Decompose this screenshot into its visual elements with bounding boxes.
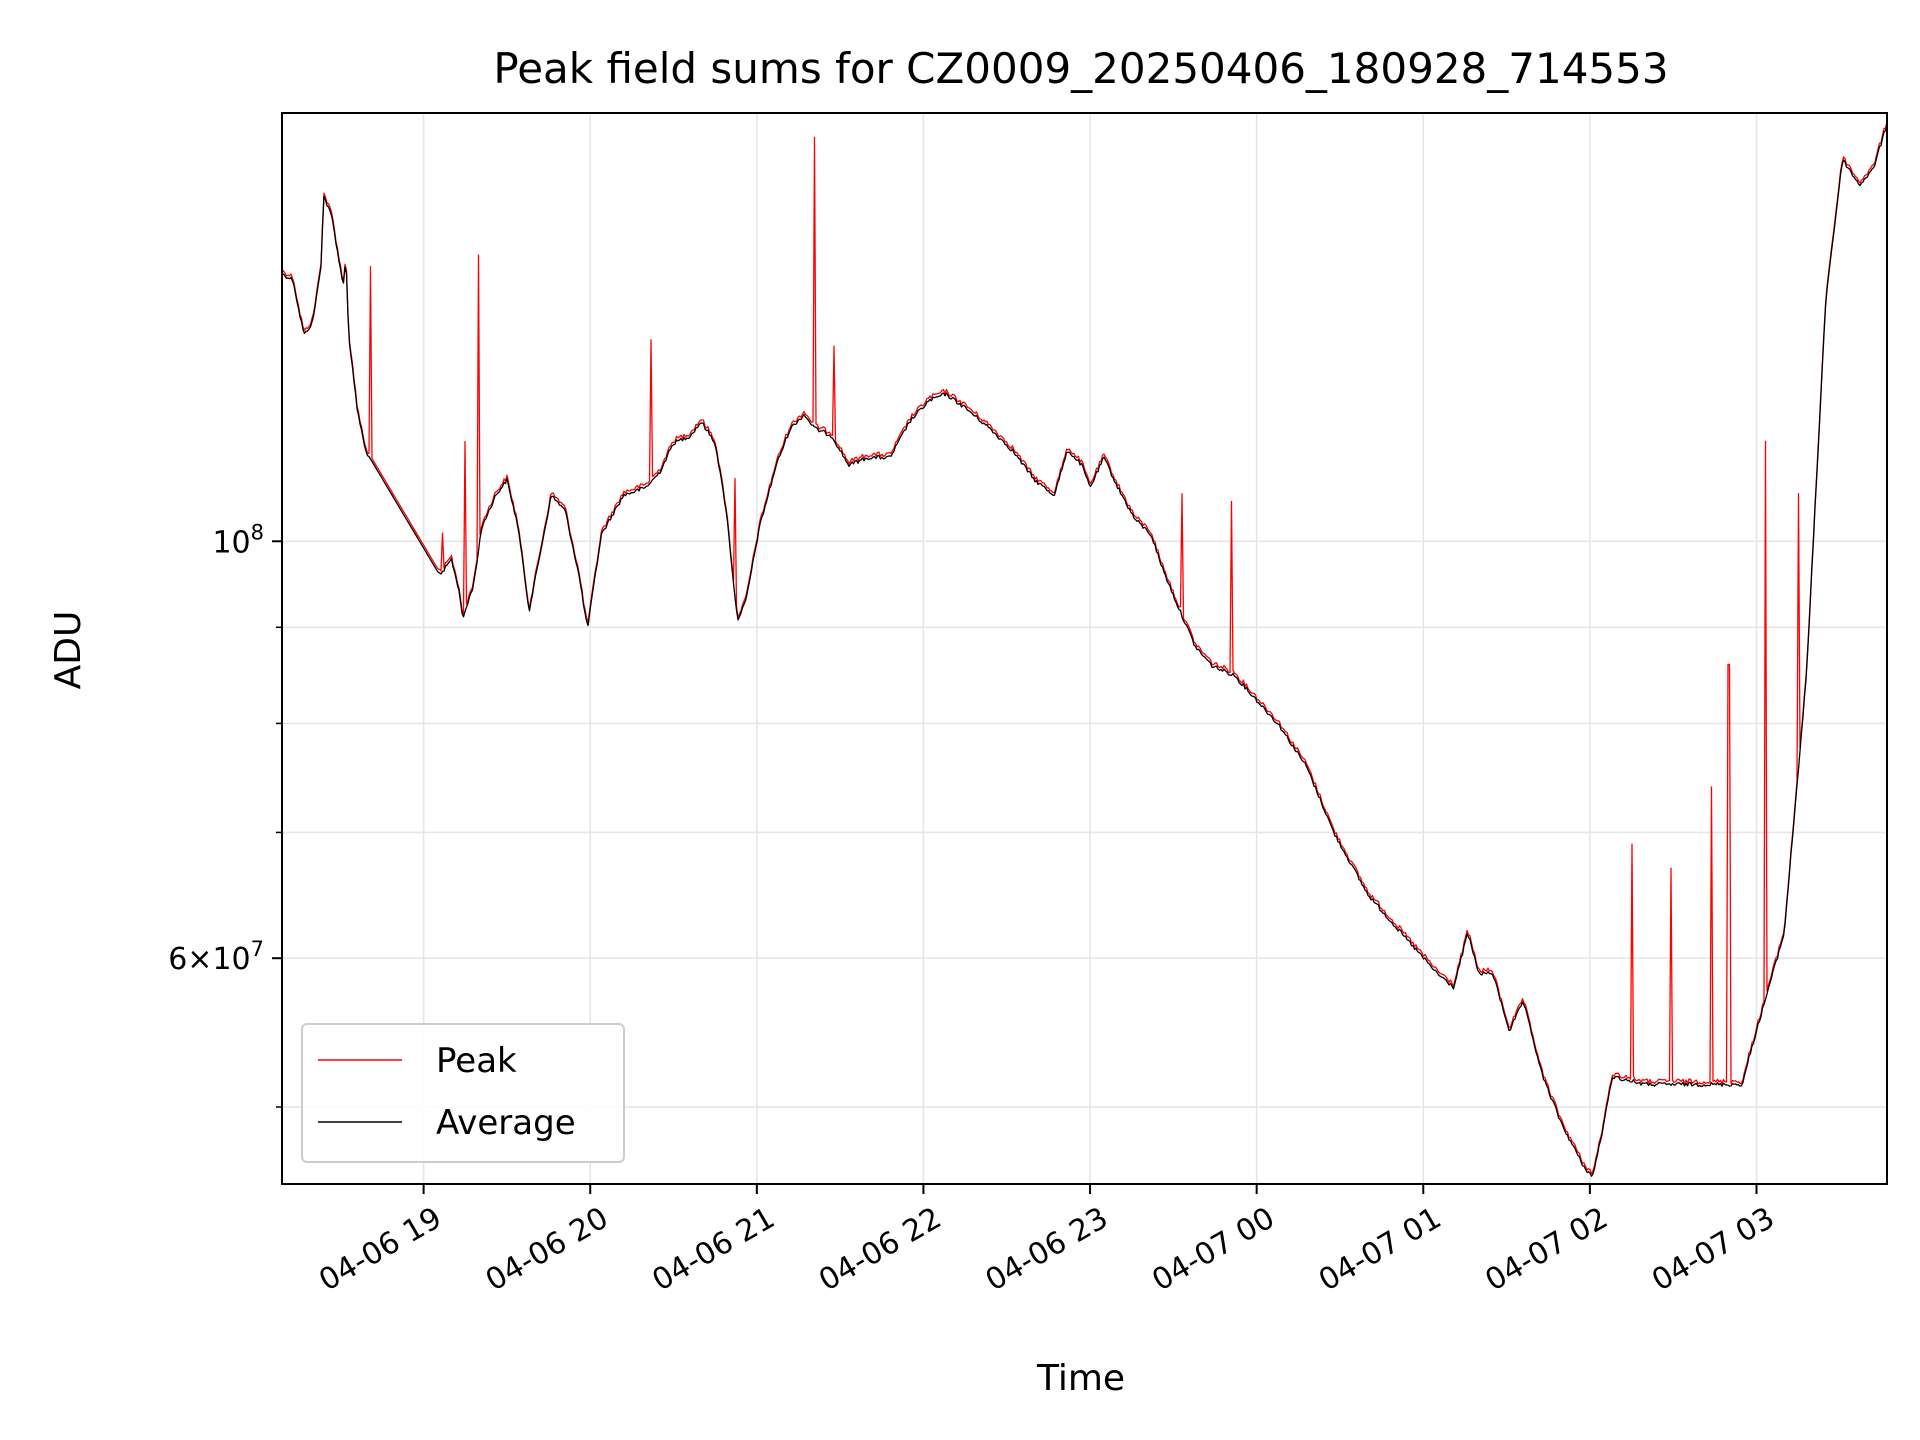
axes-frame <box>281 112 1888 1185</box>
y-tick-label: 108 <box>212 520 264 560</box>
x-axis-label: Time <box>1036 1358 1125 1399</box>
legend-box <box>301 1023 625 1163</box>
chart-title: Peak field sums for CZ0009_20250406_1809… <box>493 44 1668 93</box>
y-tick-label: 6×107 <box>168 937 264 977</box>
series-line-average <box>282 124 1887 1177</box>
y-axis-label: ADU <box>48 611 89 690</box>
legend-label-peak: Peak <box>436 1041 517 1081</box>
legend: Peak Average <box>301 1023 625 1163</box>
legend-label-average: Average <box>436 1103 576 1143</box>
data-lines <box>282 121 1887 1177</box>
